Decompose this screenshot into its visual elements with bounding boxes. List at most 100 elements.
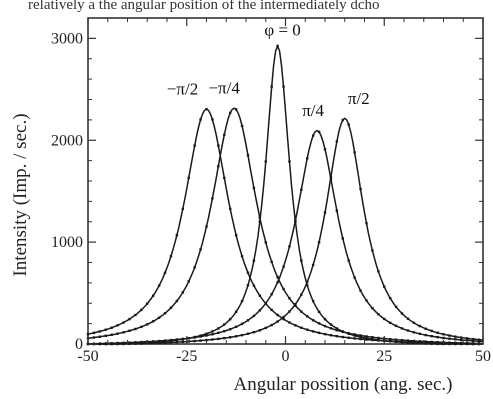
series-point: [359, 289, 362, 292]
series-point: [306, 284, 309, 287]
series-point: [134, 341, 137, 344]
series-point: [116, 324, 119, 327]
series-label: −π/2: [167, 80, 198, 99]
series-point: [258, 294, 262, 297]
series-point: [199, 118, 202, 121]
series-point: [234, 310, 238, 314]
x-tick-label: 0: [282, 348, 290, 365]
series-point: [276, 320, 279, 323]
series-point: [383, 317, 386, 321]
axis-ticks: -50 -25 0 25 50 0 1000 2000 3000: [51, 17, 491, 365]
series-point: [128, 317, 131, 321]
y-axis-label: Intensity (Imp. / sec.): [10, 113, 31, 276]
top-text-fragment: relatively a the angular position of the…: [28, 0, 380, 13]
series-point: [240, 299, 244, 303]
y-tick-label: 1000: [51, 234, 83, 251]
series-point: [98, 335, 102, 338]
series-point: [134, 342, 137, 345]
series-point: [406, 339, 410, 342]
series-point: [205, 107, 208, 111]
plot-border: [87, 17, 484, 345]
series-point: [229, 318, 232, 321]
series-point: [92, 336, 96, 339]
series-point: [282, 85, 285, 88]
series-point: [217, 327, 220, 330]
series-point: [193, 144, 196, 147]
series-point: [217, 144, 220, 147]
series-point: [246, 154, 250, 157]
series-point: [430, 342, 433, 345]
series-point: [294, 324, 297, 327]
series-point: [418, 324, 421, 328]
series-point: [211, 118, 214, 121]
series-point: [394, 305, 398, 309]
series-point: [264, 326, 267, 330]
series-point: [377, 270, 380, 273]
series-point: [282, 317, 285, 321]
series-point: [205, 332, 208, 335]
series-point: [181, 291, 184, 294]
series-point: [454, 335, 457, 338]
series-point: [412, 321, 416, 324]
series-point: [122, 342, 125, 346]
series-point: [199, 335, 202, 338]
series-point: [471, 339, 475, 343]
series-point: [317, 130, 321, 134]
series-point: [477, 340, 481, 343]
series-point: [306, 157, 309, 160]
series-point: [400, 338, 404, 342]
series-point: [258, 329, 262, 332]
series-point: [377, 312, 380, 316]
series-point: [400, 327, 404, 330]
series-point: [430, 340, 433, 344]
y-tick-label: 3000: [51, 30, 83, 47]
series-point: [400, 341, 404, 344]
series-point: [323, 324, 327, 328]
series-point: [353, 334, 356, 337]
series-point: [211, 197, 214, 200]
series-line: [87, 107, 483, 345]
series-point: [341, 118, 344, 122]
series-label: φ = 0: [264, 20, 300, 39]
series-point: [460, 336, 463, 339]
series-point: [311, 263, 315, 267]
series-point: [282, 265, 285, 268]
series-point: [270, 260, 273, 264]
series-point: [329, 175, 333, 178]
series-point: [169, 338, 173, 342]
series-point: [211, 330, 214, 333]
series-point: [388, 340, 392, 343]
series-point: [175, 299, 179, 303]
series-point: [365, 337, 368, 340]
series-point: [169, 255, 173, 258]
series-point: [424, 342, 427, 345]
series-point: [412, 331, 416, 334]
series-point: [193, 336, 196, 339]
series-point: [317, 331, 321, 335]
series-point: [252, 259, 256, 262]
series-point: [347, 336, 350, 339]
series-point: [157, 339, 161, 343]
series-point: [229, 327, 232, 331]
series-point: [311, 318, 315, 322]
series-point: [122, 321, 125, 324]
series-point: [460, 338, 463, 342]
series-point: [157, 341, 161, 345]
series-label: −π/4: [208, 79, 240, 98]
series-point: [223, 336, 226, 340]
series-point: [300, 293, 303, 296]
series-point: [146, 323, 149, 326]
series-point: [252, 186, 256, 190]
series-point: [193, 339, 196, 343]
series-point: [448, 342, 451, 346]
x-tick-label: -50: [77, 348, 98, 365]
series-point: [388, 337, 392, 341]
series-point: [371, 306, 374, 310]
y-tick-label: 2000: [51, 132, 83, 149]
series-point: [240, 255, 244, 258]
curve-labels: −π/2 −π/4 φ = 0 π/4 π/2: [167, 20, 370, 120]
series-point: [157, 284, 161, 287]
series-point: [436, 340, 439, 344]
series-point: [240, 322, 244, 326]
series-point: [223, 176, 226, 180]
